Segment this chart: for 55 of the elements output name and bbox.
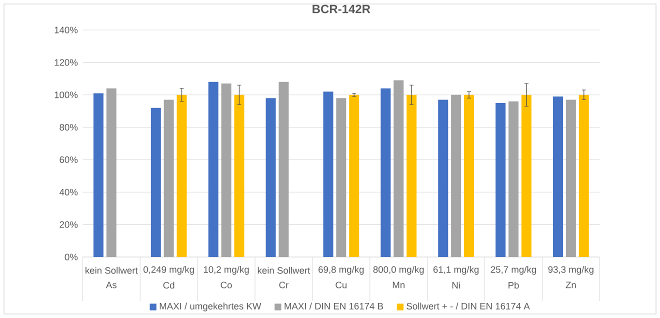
x-tick-label: Cu — [336, 282, 346, 288]
text: 0,249 mg/kg — [144, 266, 194, 275]
x-tick-label: Ni — [452, 282, 460, 288]
bar — [164, 100, 174, 257]
bar — [578, 94, 589, 257]
bar — [464, 94, 474, 257]
x-tick-label: As — [106, 282, 116, 288]
bar — [176, 94, 187, 257]
y-tick-label: 140% — [54, 26, 78, 34]
bar — [451, 94, 462, 257]
bar — [150, 108, 161, 257]
text: 69,8 mg/kg — [318, 266, 364, 275]
y-tick-label: 20% — [60, 221, 78, 228]
chart-title: BCR-142R — [312, 4, 370, 14]
bar — [336, 98, 346, 257]
bar — [266, 98, 276, 257]
bar — [380, 88, 391, 257]
bar — [566, 100, 576, 257]
bar — [394, 80, 404, 257]
bar — [438, 100, 448, 257]
legend-label: MAXI / umgekehrtes KW — [160, 302, 262, 312]
text: 25,7 mg/kg — [490, 266, 536, 275]
bar — [234, 94, 244, 257]
y-tick-label: 100% — [54, 92, 78, 98]
x-tick-label: Cd — [163, 282, 174, 289]
bar — [349, 94, 360, 257]
text: kein Sollwert — [86, 266, 138, 274]
y-tick-label: 60% — [60, 156, 78, 164]
bar — [106, 88, 116, 257]
x-tick-label: Mn — [392, 282, 404, 288]
x-tick-label: Co — [220, 282, 232, 288]
text: kein Sollwert — [258, 266, 310, 274]
bar — [521, 94, 532, 257]
x-tick-label: Zn — [566, 282, 576, 288]
text: 61,1 mg/kg — [433, 266, 479, 275]
text: 800,0 mg/kg — [373, 266, 424, 275]
bar — [553, 96, 564, 257]
text: 10,2 mg/kg — [204, 266, 249, 275]
bar — [406, 94, 417, 257]
y-tick-label: 120% — [54, 59, 78, 66]
x-tick-label: Pb — [508, 282, 519, 289]
text: 93,3 mg/kg — [548, 266, 594, 275]
legend-label: MAXI / DIN EN 16174 B — [284, 302, 384, 310]
bar — [496, 102, 506, 257]
bar — [508, 101, 519, 257]
y-tick-label: 0% — [64, 254, 78, 260]
bar — [208, 82, 218, 257]
legend-label: Sollwert + - / DIN EN 16174 A — [406, 302, 530, 310]
y-tick-label: 40% — [59, 188, 78, 196]
x-tick-label: Cr — [279, 282, 288, 288]
bar — [93, 93, 104, 257]
bar — [221, 84, 232, 257]
bar — [323, 92, 334, 257]
bar — [278, 82, 289, 257]
y-tick-label: 80% — [60, 124, 78, 131]
